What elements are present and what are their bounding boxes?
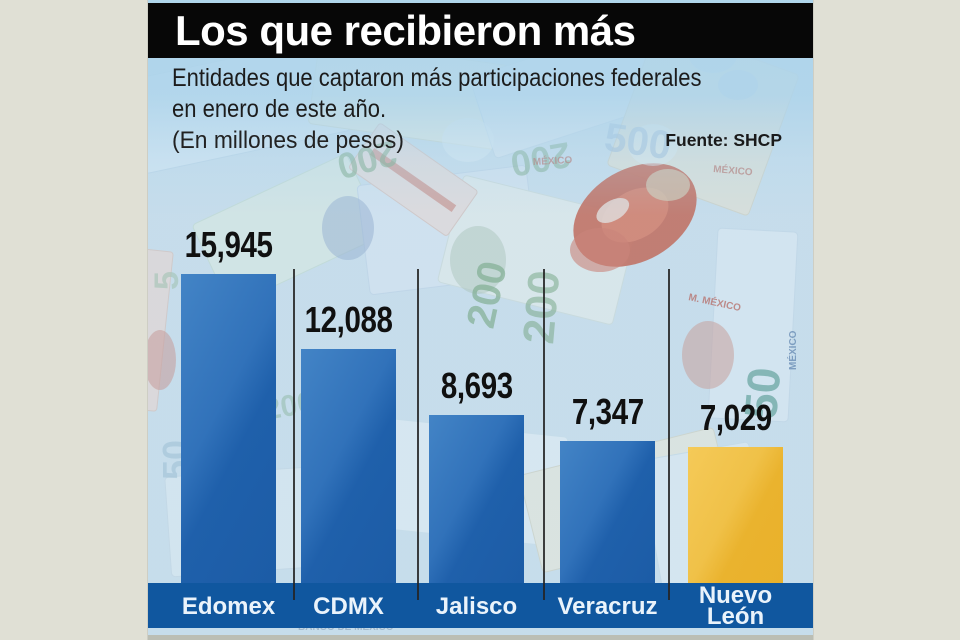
category-label-cdmx: CDMX — [313, 592, 384, 620]
value-text: 15,945 — [184, 224, 273, 265]
bar-cdmx — [301, 349, 396, 583]
subtitle-line-1: Entidades que captaron más participacion… — [172, 64, 702, 92]
divider-line — [417, 269, 419, 600]
right-page-margin — [813, 0, 960, 640]
bar-nuevo-leon — [688, 447, 783, 583]
divider-line — [668, 269, 670, 600]
value-text: 7,347 — [571, 391, 644, 432]
units-note: (En millones de pesos) — [172, 127, 404, 154]
value-label-nuevo-leon: 7,029 — [666, 397, 806, 439]
divider-line — [293, 269, 295, 600]
value-label-cdmx: 12,088 — [279, 299, 419, 341]
value-text: 12,088 — [304, 299, 393, 340]
value-label-jalisco: 8,693 — [407, 365, 547, 407]
header-bar: Los que recibieron más — [148, 3, 813, 58]
source-note: Fuente: SHCP — [665, 130, 782, 150]
chart-area: 15,945 Edomex 12,088 CDMX 8,693 Jalisco 7,347 V… — [148, 0, 813, 640]
divider-line — [543, 269, 545, 600]
bar-veracruz — [560, 441, 655, 583]
page-title: Los que recibieron más — [175, 7, 636, 54]
value-label-veracruz: 7,347 — [538, 391, 678, 433]
category-label-veracruz: Veracruz — [557, 592, 658, 620]
infographic-content: 200 200 200 200 200 500 50 50 5 MÉXICO M… — [148, 0, 813, 640]
subtitle-line-2: en enero de este año. — [172, 95, 387, 123]
category-label-nuevo-leon: Nuevo León — [698, 582, 773, 630]
value-text: 7,029 — [699, 397, 772, 438]
value-label-edomex: 15,945 — [159, 224, 299, 266]
category-label-edomex: Edomex — [181, 592, 276, 620]
category-axis-band — [148, 583, 813, 628]
chart-subtitle: Entidades que captaron más participacion… — [172, 63, 735, 125]
left-page-margin — [0, 0, 148, 640]
footer-strip — [148, 635, 813, 640]
bar-edomex — [181, 274, 276, 583]
value-text: 8,693 — [440, 365, 513, 406]
bar-jalisco — [429, 415, 524, 583]
category-label-jalisco: Jalisco — [435, 592, 518, 620]
